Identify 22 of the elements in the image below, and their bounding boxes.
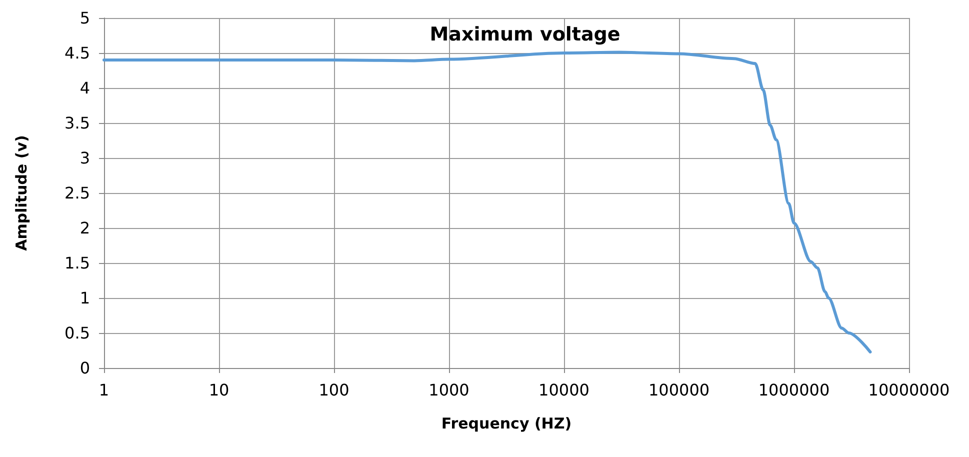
x-tick-label: 1	[98, 380, 110, 400]
x-tick-label: 1000000	[758, 380, 830, 400]
y-tick-label: 2	[80, 218, 90, 238]
y-tick-label: 2.5	[64, 184, 90, 202]
x-tick-label: 10000000	[868, 380, 950, 400]
y-tick-label: 1	[80, 288, 90, 308]
y-tick-label: 0	[80, 358, 90, 378]
x-tick-label: 10	[208, 380, 230, 400]
y-tick-label: 4	[80, 78, 90, 98]
y-axis-title: Amplitude (v)	[12, 135, 30, 251]
x-tick-label: 100	[318, 380, 350, 400]
y-tick-label: 0.5	[64, 324, 90, 342]
y-tick-label: 5	[80, 8, 90, 28]
y-tick-label: 4.5	[64, 44, 90, 62]
x-tick-label: 100000	[648, 380, 710, 400]
y-tick-label: 3.5	[64, 114, 90, 132]
x-axis-title: Frequency (HZ)	[441, 414, 572, 432]
y-tick-label: 1.5	[64, 254, 90, 272]
x-tick-label: 10000	[538, 380, 590, 400]
y-tick-label: 3	[80, 148, 90, 168]
x-tick-label: 1000	[428, 380, 470, 400]
chart-title: Maximum voltage	[430, 24, 620, 46]
